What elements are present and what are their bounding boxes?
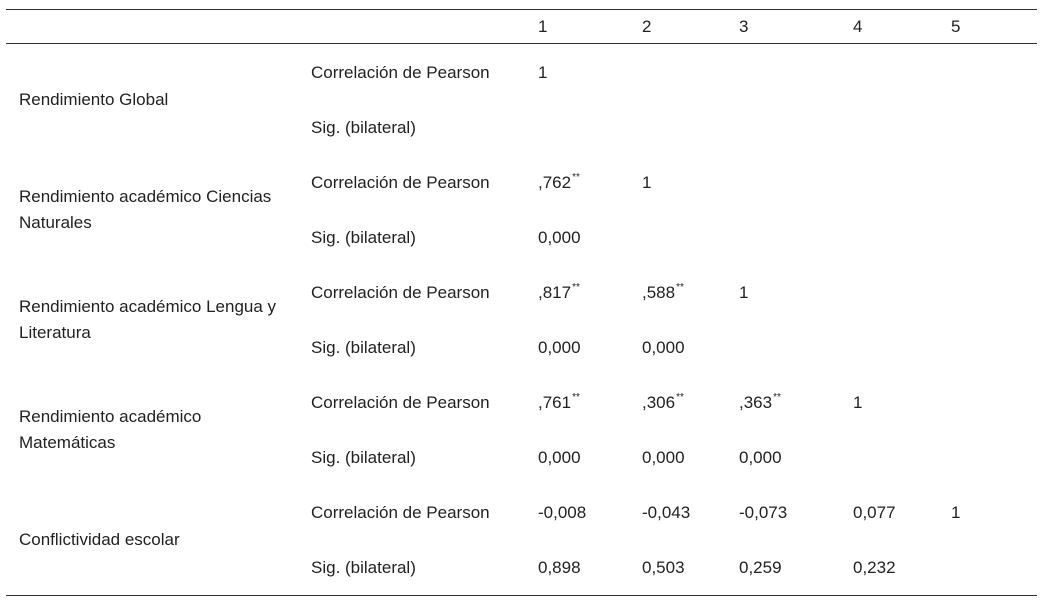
sig-value: 0,000: [538, 228, 581, 247]
column-header-4: 4: [853, 17, 863, 36]
pearson-value: -0,073: [739, 503, 788, 522]
sig-value: 0,000: [642, 448, 685, 467]
column-header-3: 3: [739, 17, 749, 36]
sig-label: Sig. (bilateral): [311, 338, 416, 357]
pearson-value: ,588**: [642, 282, 684, 303]
pearson-value: 1: [739, 283, 749, 302]
pearson-label: Correlación de Pearson: [311, 283, 490, 302]
pearson-value: 1: [951, 503, 961, 522]
sig-label: Sig. (bilateral): [311, 228, 416, 247]
pearson-value: ,817**: [538, 282, 580, 303]
sig-value: 0,232: [853, 558, 896, 577]
column-header-2: 2: [642, 17, 652, 36]
column-header-1: 1: [538, 17, 548, 36]
pearson-value: -0,043: [642, 503, 691, 522]
pearson-value: 1: [853, 393, 863, 412]
table-bottom-rule: [6, 595, 1037, 596]
pearson-label: Correlación de Pearson: [311, 393, 490, 412]
sig-value: 0,259: [739, 558, 782, 577]
sig-value: 0,000: [538, 448, 581, 467]
sig-value: 0,503: [642, 558, 685, 577]
row-variable-label: Rendimiento académico Lengua y Literatur…: [19, 297, 277, 342]
sig-value: 0,000: [642, 338, 685, 357]
row-variable-label: Rendimiento académico Ciencias Naturales: [19, 187, 272, 232]
column-header-5: 5: [951, 17, 961, 36]
sig-value: 0,000: [538, 338, 581, 357]
pearson-label: Correlación de Pearson: [311, 63, 490, 82]
row-variable-label: Conflictividad escolar: [19, 530, 180, 549]
sig-label: Sig. (bilateral): [311, 118, 416, 137]
sig-value: 0,000: [739, 448, 782, 467]
pearson-value: 1: [642, 173, 652, 192]
sig-value: 0,898: [538, 558, 581, 577]
pearson-value: 1: [538, 63, 548, 82]
pearson-value: ,762**: [538, 172, 580, 193]
table-top-rule: [6, 9, 1037, 10]
pearson-value: 0,077: [853, 503, 896, 522]
pearson-value: ,761**: [538, 392, 580, 413]
row-variable-label: Rendimiento Global: [19, 90, 169, 109]
pearson-label: Correlación de Pearson: [311, 173, 490, 192]
pearson-label: Correlación de Pearson: [311, 503, 490, 522]
pearson-value: ,306**: [642, 392, 684, 413]
pearson-value: -0,008: [538, 503, 587, 522]
sig-label: Sig. (bilateral): [311, 448, 416, 467]
row-variable-label: Rendimiento académico Matemáticas: [19, 407, 202, 452]
sig-label: Sig. (bilateral): [311, 558, 416, 577]
pearson-value: ,363**: [739, 392, 781, 413]
table-header-rule: [6, 43, 1037, 44]
